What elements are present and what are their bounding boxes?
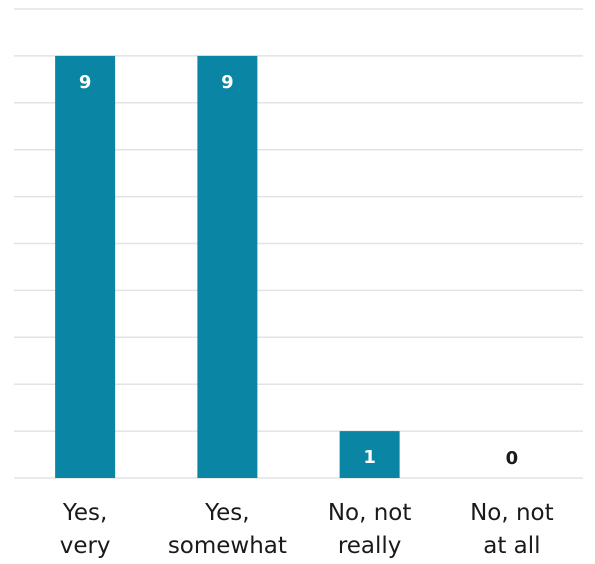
data-labels: 9 9 1 0 [79,72,518,469]
x-tick-label: somewhat [168,533,287,559]
x-tick-label: very [60,533,111,559]
x-tick-label: really [338,533,402,559]
data-label: 9 [221,72,234,93]
x-tick-label: No, not [328,500,412,526]
x-tick-label: Yes, [204,500,249,526]
data-label: 0 [506,448,519,469]
data-label: 1 [363,447,376,468]
x-tick-label: Yes, [62,500,107,526]
bar [197,55,258,479]
bar [55,55,116,479]
x-tick-label: at all [483,533,540,559]
data-label: 9 [79,72,92,93]
bars [55,55,400,479]
x-tick-label: No, not [470,500,554,526]
bar [339,431,400,478]
category-labels: Yes, very Yes, somewhat No, not really No, not… [60,500,554,559]
